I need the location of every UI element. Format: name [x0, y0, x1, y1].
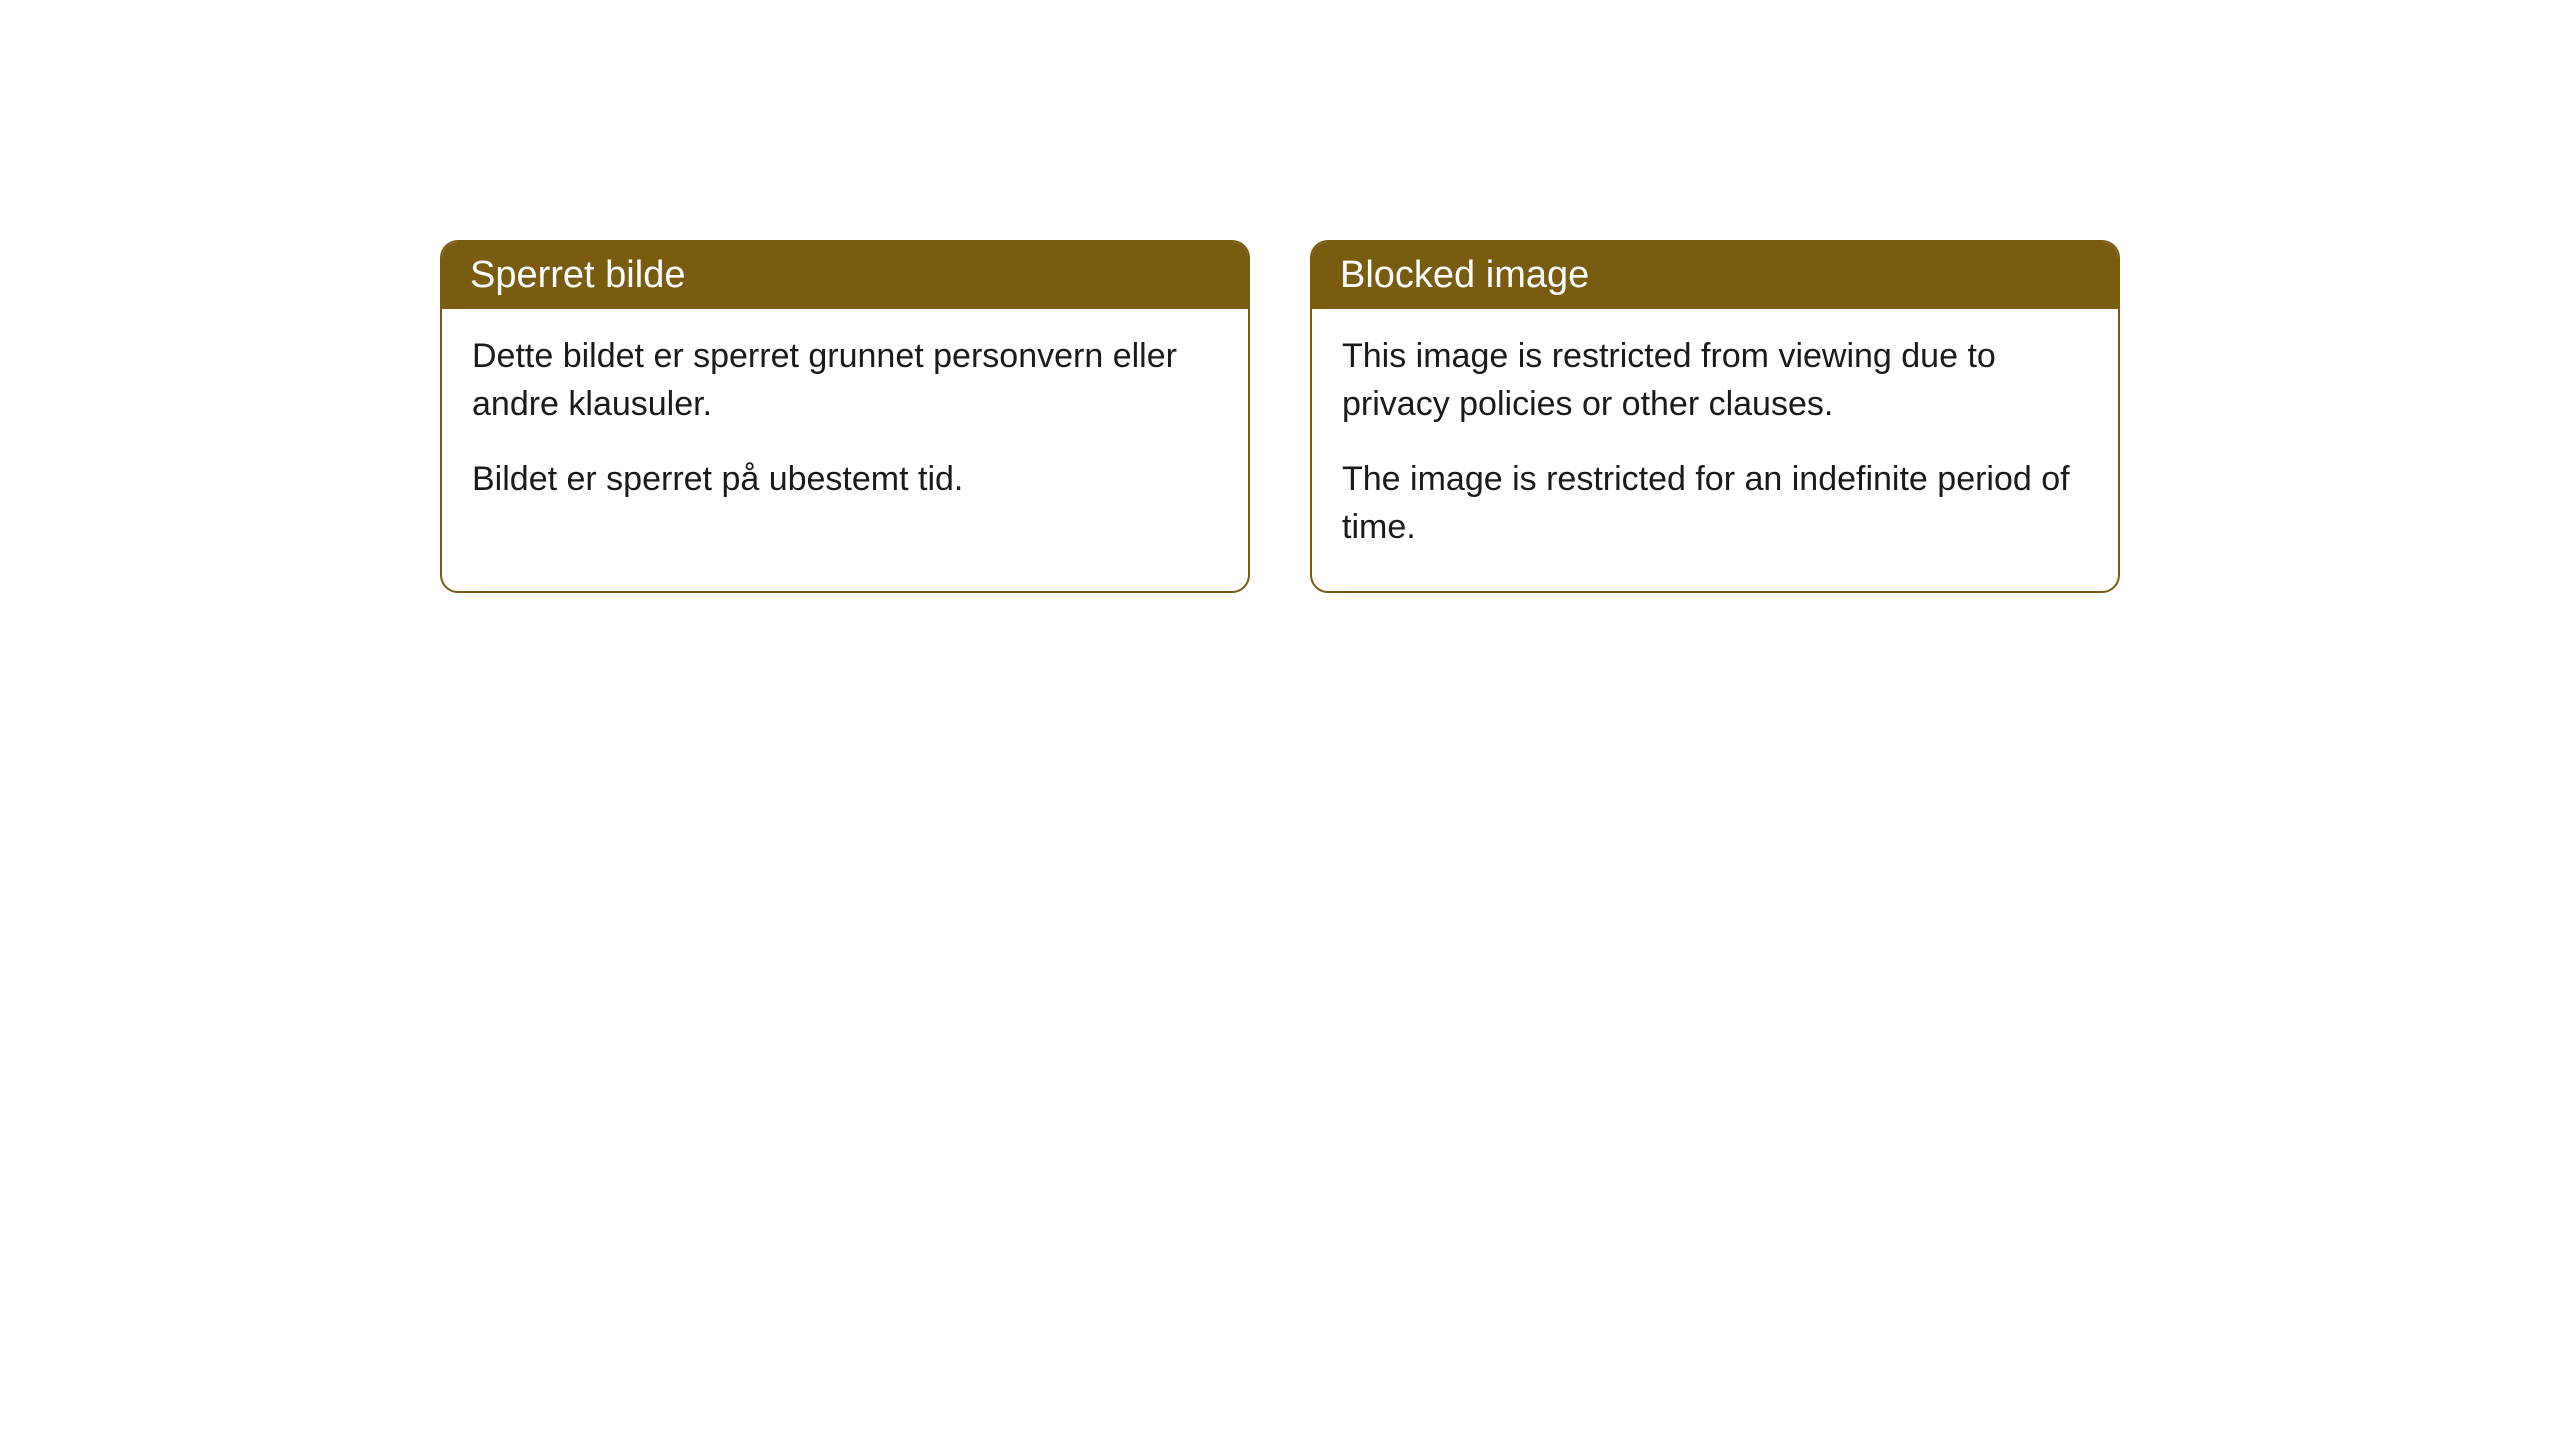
card-paragraph: This image is restricted from viewing du…: [1342, 333, 2088, 428]
card-body: Dette bildet er sperret grunnet personve…: [442, 309, 1248, 544]
card-paragraph: Dette bildet er sperret grunnet personve…: [472, 333, 1218, 428]
card-title: Sperret bilde: [470, 254, 685, 296]
card-header: Sperret bilde: [442, 242, 1248, 309]
card-paragraph: Bildet er sperret på ubestemt tid.: [472, 456, 1218, 504]
card-header: Blocked image: [1312, 242, 2118, 309]
blocked-image-card-english: Blocked image This image is restricted f…: [1310, 240, 2120, 593]
card-paragraph: The image is restricted for an indefinit…: [1342, 456, 2088, 551]
card-title: Blocked image: [1340, 254, 1589, 296]
card-body: This image is restricted from viewing du…: [1312, 309, 2118, 591]
blocked-image-card-norwegian: Sperret bilde Dette bildet er sperret gr…: [440, 240, 1250, 593]
notice-container: Sperret bilde Dette bildet er sperret gr…: [440, 240, 2120, 593]
